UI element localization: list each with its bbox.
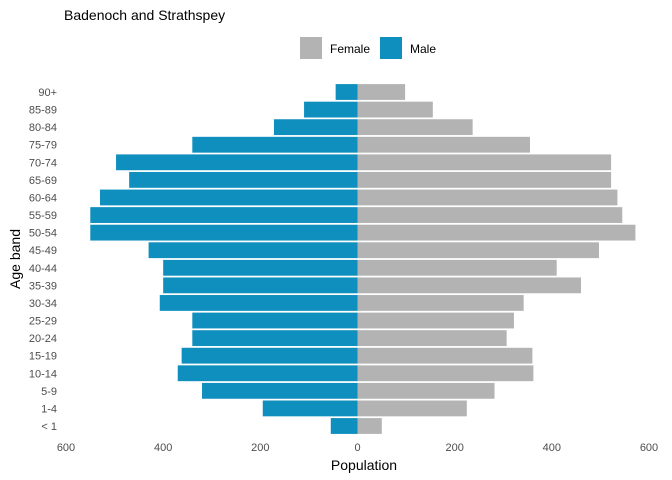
bar-female-5 (357, 330, 507, 347)
bar-female-14 (357, 171, 612, 188)
x-tick-label-6: 600 (640, 442, 658, 454)
bar-female-10 (357, 242, 599, 259)
y-tick-label-8: 35-39 (29, 280, 57, 292)
chart-title: Badenoch and Strathspey (64, 7, 225, 23)
bar-male-13 (100, 189, 358, 206)
legend-label-male: Male (410, 42, 436, 56)
x-tick-labels: 600 400 200 0 200 400 600 (57, 442, 658, 454)
bar-male-19 (335, 84, 358, 100)
legend-swatch-female (300, 37, 322, 59)
bar-male-15 (116, 154, 358, 171)
y-tick-label-14: 65-69 (29, 175, 57, 187)
bar-female-0 (357, 418, 382, 434)
y-tick-label-6: 25-29 (29, 316, 57, 328)
y-tick-label-10: 45-49 (29, 245, 57, 257)
x-tick-label-5: 400 (543, 442, 561, 454)
bar-female-6 (357, 312, 514, 329)
x-tick-label-2: 200 (251, 442, 269, 454)
bar-female-15 (357, 154, 612, 171)
y-tick-label-2: 5-9 (41, 386, 57, 398)
x-tick-label-4: 200 (445, 442, 463, 454)
bar-male-14 (129, 171, 358, 188)
y-tick-label-11: 50-54 (29, 228, 57, 240)
x-tick-label-1: 400 (154, 442, 172, 454)
y-tick-label-18: 85-89 (29, 105, 57, 117)
bar-male-10 (148, 242, 358, 259)
bar-male-6 (192, 312, 358, 329)
bar-male-11 (90, 224, 358, 241)
bar-male-2 (202, 382, 358, 399)
x-tick-label-0: 600 (57, 442, 75, 454)
y-tick-label-1: 1-4 (41, 403, 57, 415)
y-tick-label-9: 40-44 (29, 263, 57, 275)
legend: Female Male (300, 37, 436, 59)
bar-male-7 (159, 295, 358, 311)
bar-male-0 (330, 418, 358, 434)
y-tick-labels: < 1 1-4 5-9 10-14 15-19 20-24 25-29 30-34 35-39 4… (29, 87, 57, 433)
y-tick-label-5: 20-24 (29, 333, 57, 345)
y-tick-label-17: 80-84 (29, 122, 57, 134)
bar-female-18 (357, 101, 433, 118)
y-tick-label-0: < 1 (41, 421, 57, 433)
bars-group (90, 84, 636, 434)
y-tick-label-12: 55-59 (29, 210, 57, 222)
bar-female-16 (357, 136, 530, 153)
y-tick-label-7: 30-34 (29, 298, 57, 310)
x-axis-title: Population (331, 457, 397, 473)
bar-female-3 (357, 365, 534, 382)
bar-female-8 (357, 277, 581, 294)
y-axis-title: Age band (7, 229, 23, 289)
y-tick-label-3: 10-14 (29, 368, 57, 380)
bar-male-4 (181, 347, 358, 364)
y-tick-label-4: 15-19 (29, 351, 57, 363)
bar-female-4 (357, 347, 533, 364)
bar-male-5 (192, 330, 358, 347)
bar-female-13 (357, 189, 618, 206)
y-tick-label-13: 60-64 (29, 192, 57, 204)
bar-female-17 (357, 119, 473, 136)
y-tick-label-16: 75-79 (29, 140, 57, 152)
bar-male-18 (304, 101, 358, 118)
bar-male-16 (192, 136, 358, 153)
x-tick-label-3: 0 (354, 442, 360, 454)
bar-male-3 (177, 365, 358, 382)
legend-swatch-male (380, 37, 402, 59)
y-tick-label-19: 90+ (38, 87, 57, 99)
bar-female-1 (357, 400, 467, 417)
bar-male-9 (163, 259, 358, 276)
bar-female-11 (357, 224, 636, 241)
bar-female-9 (357, 259, 557, 276)
legend-label-female: Female (330, 42, 370, 56)
bar-female-7 (357, 295, 524, 311)
bar-female-12 (357, 207, 623, 223)
bar-female-19 (357, 84, 406, 100)
bar-female-2 (357, 382, 495, 399)
bar-male-17 (273, 119, 358, 136)
bar-male-8 (163, 277, 358, 294)
bar-male-1 (262, 400, 358, 417)
bar-male-12 (90, 207, 358, 223)
y-tick-label-15: 70-74 (29, 157, 57, 169)
